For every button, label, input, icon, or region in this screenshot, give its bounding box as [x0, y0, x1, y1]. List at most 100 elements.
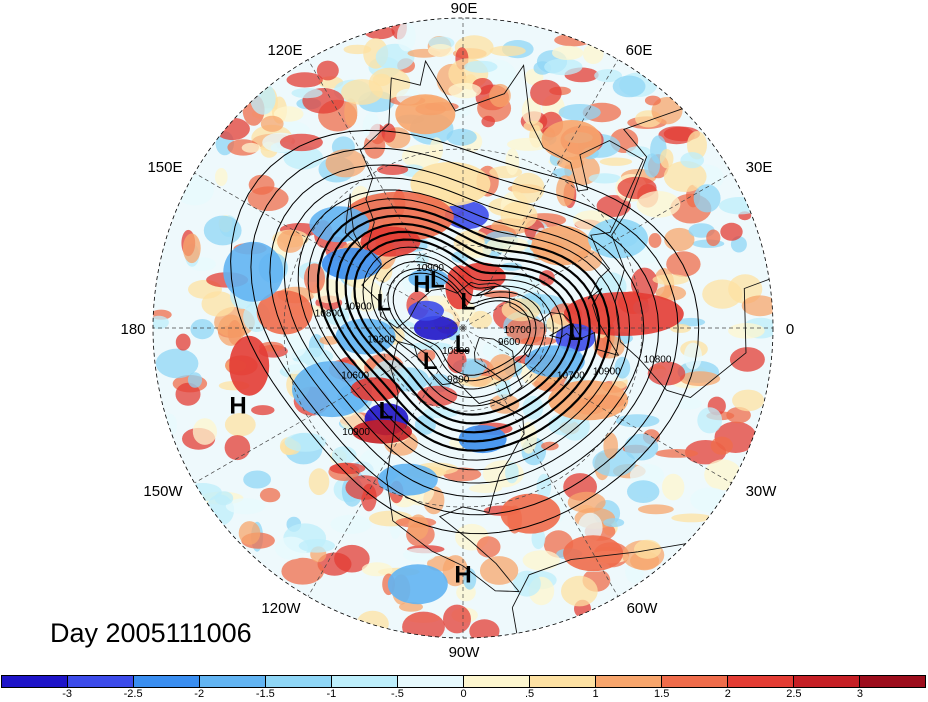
anomaly-patch	[552, 168, 572, 178]
anomaly-patch	[643, 153, 661, 178]
lon-label-90e: 90E	[451, 0, 478, 17]
anomaly-patch	[615, 414, 660, 428]
anomaly-patch	[638, 504, 674, 515]
anomaly-patch	[679, 371, 721, 387]
colorbar-swatch	[332, 676, 398, 687]
anomaly-patch	[229, 335, 270, 396]
anomaly-patch	[286, 72, 323, 88]
anomaly-patch	[225, 498, 266, 515]
anomaly-patch	[283, 145, 324, 170]
anomaly-patch	[260, 115, 284, 132]
anomaly-patch	[664, 227, 695, 252]
anomaly-patch	[468, 310, 493, 329]
low-pressure-marker: L	[455, 331, 470, 358]
anomaly-patch	[624, 433, 659, 461]
height-contour	[392, 272, 531, 376]
colorbar-swatch	[596, 676, 662, 687]
anomaly-patch	[448, 82, 482, 99]
anomaly-patch	[522, 550, 560, 571]
colorbar-swatch	[530, 676, 596, 687]
meridian-line	[307, 59, 464, 329]
height-contour	[283, 177, 645, 484]
colorbar-tick-label: .5	[525, 688, 535, 700]
contour-label: 10300	[367, 334, 395, 345]
high-pressure-marker: H	[229, 392, 246, 419]
anomaly-patch	[500, 201, 538, 230]
anomaly-patch	[344, 98, 358, 127]
anomaly-patch	[644, 95, 661, 106]
anomaly-patch	[702, 279, 743, 309]
anomaly-patch	[319, 336, 340, 345]
anomaly-patch	[238, 521, 261, 545]
anomaly-patch	[224, 413, 256, 437]
contour-label: 10900	[342, 427, 370, 438]
anomaly-patch	[728, 323, 765, 339]
anomaly-patch	[523, 120, 544, 132]
anomaly-patch	[614, 356, 631, 379]
colorbar-tick-label: 1.5	[654, 688, 670, 700]
anomaly-patch	[505, 148, 520, 176]
anomaly-patch	[203, 215, 242, 246]
anomaly-patch	[501, 298, 541, 322]
anomaly-patch	[603, 518, 625, 528]
anomaly-patch	[192, 418, 217, 445]
anomaly-patch	[521, 97, 542, 125]
height-contour	[335, 222, 591, 434]
anomaly-patch	[464, 60, 498, 73]
colorbar-swatch	[2, 676, 68, 687]
anomaly-patch	[671, 513, 712, 523]
anomaly-patch	[182, 233, 201, 264]
colorbar-swatch	[794, 676, 860, 687]
colorbar-swatch	[200, 676, 266, 687]
lon-label-120e: 120E	[267, 42, 302, 59]
anomaly-patch	[308, 468, 330, 496]
anomaly-patch	[648, 233, 662, 248]
anomaly-patch	[555, 323, 596, 352]
contour-label: 10700	[557, 370, 585, 381]
anomaly-patch	[627, 480, 660, 503]
anomaly-patch	[578, 512, 603, 543]
colorbar-swatch	[728, 676, 794, 687]
anomaly-patch	[552, 45, 584, 61]
anomaly-patch	[362, 112, 380, 141]
colorbar-tick-label: -.5	[390, 688, 404, 700]
height-contour	[344, 230, 582, 425]
contour-label: 10900	[344, 302, 372, 313]
anomaly-patch	[663, 161, 707, 192]
height-contour	[269, 164, 660, 498]
anomaly-patch	[316, 60, 339, 81]
colorbar-tick-label: 2	[724, 688, 731, 700]
anomaly-patch	[561, 575, 598, 607]
low-pressure-marker: L	[379, 398, 394, 425]
anomaly-patch	[524, 345, 585, 378]
anomaly-patch	[720, 222, 743, 241]
colorbar-swatch	[134, 676, 200, 687]
anomaly-patch	[187, 372, 203, 388]
low-pressure-marker: L	[460, 288, 475, 315]
lon-label-30e: 30E	[746, 159, 773, 176]
anomaly-patch	[381, 123, 396, 143]
anomaly-patch	[558, 104, 601, 121]
longitude-labels: 90E 60E 30E 0 30W 60W 90W 120W 150W 180 …	[120, 0, 794, 661]
coastline-british-isles	[548, 323, 576, 341]
height-contour	[362, 246, 563, 407]
anomaly-patch	[443, 604, 471, 634]
anomaly-patch	[567, 491, 606, 513]
anomaly-patch	[522, 395, 544, 420]
anomaly-patch	[489, 45, 526, 57]
anomaly-patch	[536, 473, 552, 500]
colorbar-tick-label: -1.5	[255, 688, 275, 700]
meridian-line	[462, 327, 732, 484]
anomaly-patch	[489, 394, 520, 414]
anomaly-patch	[544, 58, 583, 76]
anomaly-patch	[651, 97, 683, 125]
anomaly-patch	[461, 359, 485, 378]
anomaly-patch	[726, 407, 751, 424]
anomaly-patch	[408, 300, 444, 321]
anomaly-patch	[531, 225, 592, 266]
anomaly-patch	[675, 397, 702, 410]
anomaly-patch	[395, 94, 456, 135]
meridian-line	[194, 327, 464, 484]
height-contour	[250, 147, 679, 516]
anomaly-patch	[259, 487, 281, 503]
